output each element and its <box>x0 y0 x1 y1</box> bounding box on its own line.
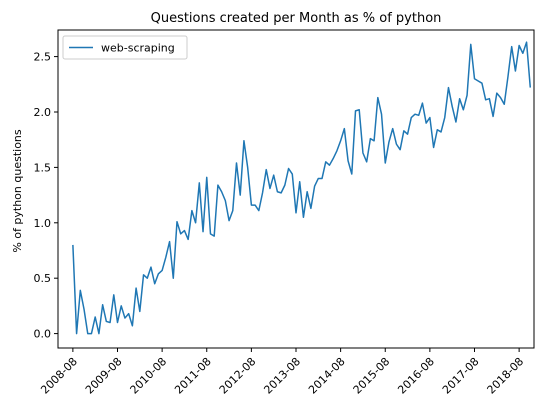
y-tick-label: 0.0 <box>34 328 52 341</box>
legend: web-scraping <box>62 35 188 60</box>
plot-area <box>72 41 532 335</box>
series-line-web-scraping <box>72 41 532 335</box>
y-tick-label: 2.5 <box>34 51 52 64</box>
chart-title: Questions created per Month as % of pyth… <box>151 11 442 26</box>
legend-box <box>62 35 188 60</box>
y-tick-label: 2.0 <box>34 106 52 119</box>
y-tick-label: 0.5 <box>34 272 52 285</box>
y-tick-label: 1.0 <box>34 217 52 230</box>
plot-frame <box>57 29 535 349</box>
y-axis: 0.0 0.5 1.0 1.5 2.0 2.5 <box>34 51 58 341</box>
legend-label-web-scraping: web-scraping <box>101 42 175 55</box>
y-tick-label: 1.5 <box>34 161 52 174</box>
y-axis-label: % of python questions <box>11 129 24 253</box>
